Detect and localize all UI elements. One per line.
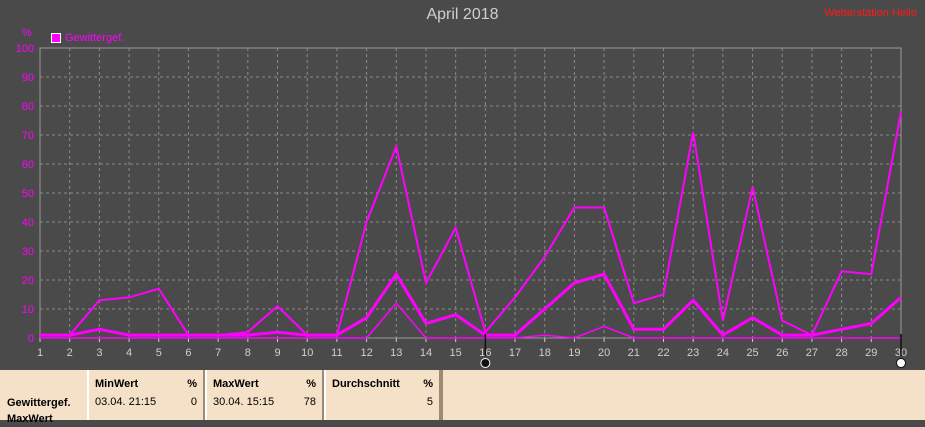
x-tick-label: 12: [360, 347, 372, 359]
x-tick-label: 4: [126, 347, 132, 359]
y-tick-label: 70: [22, 130, 34, 142]
y-tick-label: 0: [28, 333, 34, 345]
chart-title: April 2018: [426, 6, 499, 23]
x-tick-label: 9: [274, 347, 280, 359]
x-tick-label: 18: [539, 347, 551, 359]
stats-series-name: Gewittergef.: [7, 397, 71, 409]
series-line-avg: [40, 271, 902, 338]
series-line-max: [40, 111, 902, 337]
y-unit-label: %: [22, 27, 32, 39]
legend-swatch[interactable]: [51, 33, 61, 43]
stats-avg-block: Durchschnitt % 5: [324, 370, 441, 420]
x-tick-label: 25: [746, 347, 758, 359]
legend[interactable]: Gewittergef.: [51, 32, 124, 44]
y-tick-label: 20: [22, 275, 34, 287]
stats-min-block: MinWert % 03.04. 21:15 0: [87, 370, 205, 420]
x-tick-label: 20: [598, 347, 610, 359]
x-tick-label: 26: [776, 347, 788, 359]
series-line-min: [40, 302, 901, 339]
stats-min-heading: MinWert: [95, 378, 139, 390]
y-tick-label: 100: [16, 43, 34, 55]
x-tick-label: 21: [628, 347, 640, 359]
stats-row-label: Gewittergef. MaxWert: [7, 395, 71, 427]
stats-panel: Gewittergef. MaxWert MinWert % 03.04. 21…: [0, 370, 925, 425]
y-tick-label: 30: [22, 246, 34, 258]
x-tick-label: 2: [67, 347, 73, 359]
legend-label: Gewittergef.: [65, 32, 125, 44]
x-tick-label: 8: [245, 347, 251, 359]
stats-min-datetime: 03.04. 21:15: [95, 396, 157, 408]
x-tick-label: 10: [301, 347, 313, 359]
y-tick-label: 80: [22, 101, 34, 113]
x-tick-label: 5: [156, 347, 162, 359]
stats-max-block: MaxWert % 30.04. 15:15 78: [205, 370, 324, 420]
y-tick-label: 50: [22, 188, 34, 200]
stats-avg-value: 5: [426, 396, 433, 408]
x-tick-label: 23: [687, 347, 699, 359]
x-tick-label: 13: [390, 347, 402, 359]
stats-max-heading: MaxWert: [213, 378, 259, 390]
y-tick-label: 10: [22, 304, 34, 316]
x-tick-label: 29: [865, 347, 877, 359]
stats-avg-heading: Durchschnitt: [332, 378, 400, 390]
x-tick-label: 15: [450, 347, 462, 359]
x-tick-label: 27: [806, 347, 818, 359]
x-tick-label: 19: [568, 347, 580, 359]
stats-min-value: 0: [190, 396, 197, 408]
x-tick-label: 14: [420, 347, 432, 359]
y-tick-label: 90: [22, 72, 34, 84]
x-tick-label: 11: [331, 347, 342, 359]
x-tick-label: 22: [657, 347, 669, 359]
y-tick-label: 40: [22, 217, 34, 229]
stats-row-name: MaxWert: [7, 413, 53, 425]
x-tick-label: 28: [835, 347, 847, 359]
chart-area: 0 10 20 30 40 50 60 70 80 90 100 1 2 3 4 5 6 7 8 9 10 11 12 13 1…: [16, 43, 907, 368]
x-tick-label: 1: [37, 347, 43, 359]
x-tick-label: 17: [509, 347, 521, 359]
stats-avg-unit: %: [423, 378, 433, 390]
stats-min-unit: %: [187, 378, 197, 390]
stats-empty-area: [441, 370, 925, 420]
x-tick-label: 7: [215, 347, 221, 359]
x-tick-label: 24: [717, 347, 729, 359]
station-link[interactable]: Wetterstation Heilo: [824, 7, 917, 19]
stats-max-datetime: 30.04. 15:15: [213, 396, 275, 408]
stats-max-value: 78: [303, 396, 316, 408]
stats-max-unit: %: [306, 378, 316, 390]
marker-icon: [896, 358, 906, 368]
plot-frame: [39, 47, 902, 339]
x-tick-label: 6: [185, 347, 191, 359]
marker-icon: [480, 358, 491, 368]
y-tick-label: 60: [22, 159, 34, 171]
x-tick-label: 3: [96, 347, 102, 359]
